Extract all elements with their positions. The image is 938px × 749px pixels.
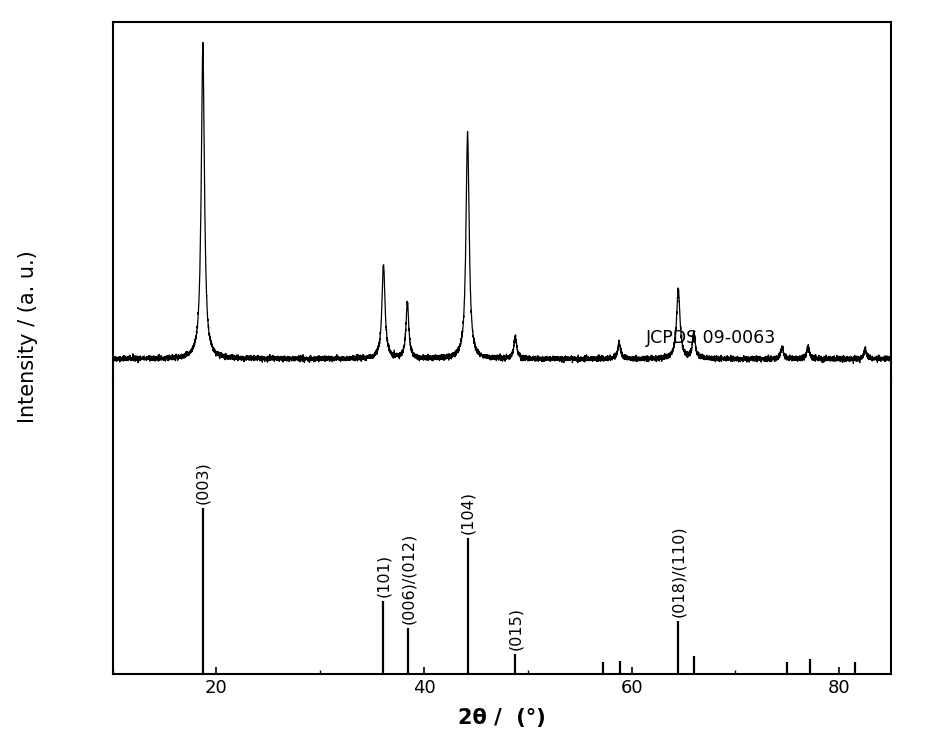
Text: Intensity / (a. u.): Intensity / (a. u.) [18,251,38,423]
Text: (018)/(110): (018)/(110) [671,525,686,617]
Text: (101): (101) [376,554,391,597]
Text: (015): (015) [507,607,522,650]
Text: JCPDS 09-0063: JCPDS 09-0063 [646,329,776,347]
X-axis label: 2θ /  (°): 2θ / (°) [458,708,546,728]
Text: (104): (104) [460,491,475,534]
Text: (006)/(012): (006)/(012) [401,533,416,624]
Text: (003): (003) [195,461,210,504]
